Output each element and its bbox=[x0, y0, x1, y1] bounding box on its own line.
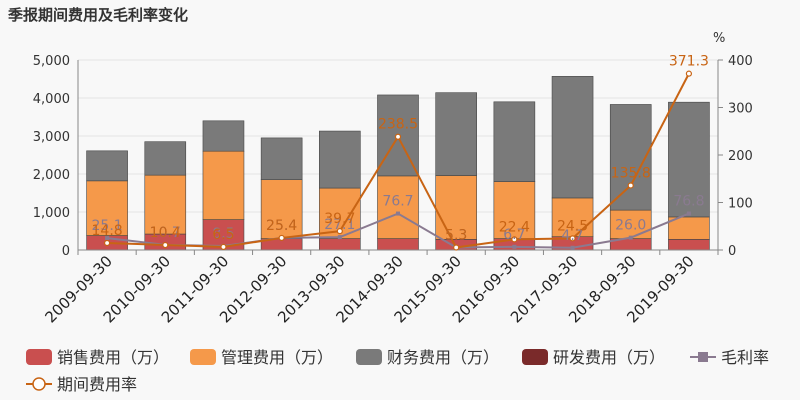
legend-item: 期间费用率 bbox=[26, 375, 137, 394]
data-label: 6.7 bbox=[503, 227, 525, 243]
right-axis-ticks: 0 100 200 300 400 bbox=[718, 54, 753, 259]
legend-label: 财务费用（万） bbox=[387, 348, 499, 367]
right-tick-label: 300 bbox=[728, 102, 753, 117]
bar-segment bbox=[86, 150, 128, 182]
data-label: 27.1 bbox=[324, 217, 355, 233]
right-axis-unit: % bbox=[713, 31, 725, 46]
data-label: 26.0 bbox=[615, 218, 646, 234]
left-tick-label: 1,000 bbox=[33, 206, 70, 221]
line-point bbox=[512, 244, 517, 249]
data-label: 371.3 bbox=[669, 54, 709, 70]
line-point bbox=[628, 235, 633, 240]
legend-swatch bbox=[356, 349, 382, 365]
legend-item: 管理费用（万） bbox=[190, 348, 333, 367]
left-axis-ticks: 0 1,000 2,000 3,000 4,000 5,000 bbox=[33, 54, 70, 259]
line-point bbox=[570, 245, 575, 250]
left-tick-label: 4,000 bbox=[33, 92, 70, 107]
data-label: 25.4 bbox=[266, 218, 297, 234]
data-label: 135.8 bbox=[611, 165, 651, 181]
data-label: 5.3 bbox=[445, 227, 467, 243]
bar-segment bbox=[260, 179, 303, 239]
left-tick-label: 0 bbox=[62, 244, 70, 259]
left-tick-label: 3,000 bbox=[33, 130, 70, 145]
data-label: 4.7 bbox=[561, 228, 583, 244]
left-tick-label: 5,000 bbox=[33, 54, 70, 69]
bar-segment bbox=[668, 101, 710, 218]
line-point bbox=[220, 243, 227, 251]
data-label: 5.3 bbox=[445, 227, 467, 243]
data-label: 76.7 bbox=[382, 194, 413, 210]
legend-item: 销售费用（万） bbox=[26, 348, 169, 367]
left-tick-label: 2,000 bbox=[33, 168, 70, 183]
bar-segment bbox=[551, 76, 594, 199]
legend-label: 管理费用（万） bbox=[221, 348, 333, 367]
right-tick-label: 100 bbox=[728, 197, 753, 212]
line-point bbox=[337, 235, 342, 240]
data-labels: 25.1 10.7 8.5 25.4 27.1 76.7 5.3 6.7 4.7 26.0 76.8… bbox=[92, 54, 709, 244]
line-point bbox=[103, 239, 111, 247]
legend-marker bbox=[698, 352, 708, 362]
data-label: 39.7 bbox=[324, 211, 355, 227]
right-tick-label: 400 bbox=[728, 54, 753, 69]
line-point bbox=[685, 70, 693, 77]
line-point bbox=[394, 133, 402, 140]
line-point bbox=[396, 211, 400, 216]
legend-marker bbox=[32, 377, 46, 391]
bar-segment bbox=[260, 137, 303, 180]
bar-segment bbox=[551, 197, 594, 238]
line-point bbox=[569, 235, 576, 242]
line-point bbox=[162, 241, 169, 249]
data-label: 6.5 bbox=[212, 227, 234, 243]
bar-segment bbox=[144, 141, 187, 176]
chart-title: 季报期间费用及毛利率变化 bbox=[8, 6, 188, 24]
data-label: 14.8 bbox=[92, 223, 123, 239]
x-axis-ticks: 2009-09-302010-09-302011-09-302012-09-30… bbox=[42, 250, 719, 326]
legend-item: 研发费用（万） bbox=[522, 348, 665, 367]
bar-segment bbox=[377, 175, 419, 239]
bar-segment bbox=[319, 130, 361, 189]
right-tick-label: 200 bbox=[728, 149, 753, 164]
line-point bbox=[511, 236, 518, 243]
bar-segment bbox=[493, 181, 536, 239]
data-label: 22.4 bbox=[499, 219, 530, 235]
line-point bbox=[453, 244, 460, 251]
data-label: 24.5 bbox=[557, 218, 588, 234]
data-label: 25.1 bbox=[92, 218, 123, 234]
data-label: 238.5 bbox=[378, 117, 418, 133]
legend-label: 销售费用（万） bbox=[57, 348, 169, 367]
right-tick-label: 0 bbox=[728, 244, 736, 259]
line-point bbox=[278, 234, 285, 242]
bar-segment bbox=[435, 92, 477, 176]
line-point bbox=[686, 211, 691, 216]
bar-segment bbox=[86, 180, 128, 236]
bar-segment bbox=[319, 238, 361, 251]
bar-segment bbox=[202, 150, 245, 220]
data-label: 25.4 bbox=[266, 218, 297, 234]
bar-segment bbox=[493, 101, 536, 182]
lines bbox=[103, 70, 693, 251]
legend-swatch bbox=[522, 349, 548, 365]
bar-segment bbox=[202, 120, 245, 152]
data-label: 10.4 bbox=[150, 225, 181, 241]
legend-swatch bbox=[190, 349, 216, 365]
data-label: 76.8 bbox=[673, 194, 704, 210]
line-point bbox=[627, 182, 634, 189]
legend-item: 财务费用（万） bbox=[356, 348, 499, 367]
legend-label: 毛利率 bbox=[721, 348, 769, 367]
line-point bbox=[336, 228, 343, 235]
bar-segment bbox=[377, 238, 419, 251]
line-point bbox=[105, 236, 110, 241]
data-label: 10.7 bbox=[150, 225, 181, 241]
legend-label: 期间费用率 bbox=[57, 375, 137, 394]
data-label: 8.5 bbox=[212, 226, 234, 242]
bar-segment bbox=[668, 239, 710, 251]
legend-swatch bbox=[26, 349, 52, 365]
legend-item: 毛利率 bbox=[690, 348, 769, 367]
legend-label: 研发费用（万） bbox=[553, 348, 665, 367]
bar-segment bbox=[435, 175, 477, 240]
bars bbox=[86, 76, 710, 251]
bar-segment bbox=[609, 209, 652, 239]
